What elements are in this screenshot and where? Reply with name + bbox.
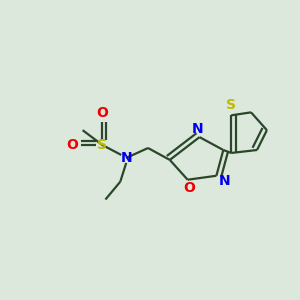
Text: N: N: [218, 174, 230, 188]
Text: O: O: [184, 181, 196, 195]
Text: O: O: [97, 106, 108, 120]
Text: S: S: [98, 138, 107, 152]
Text: N: N: [120, 151, 132, 165]
Text: O: O: [66, 138, 78, 152]
Text: N: N: [192, 122, 203, 136]
Text: S: S: [226, 98, 236, 112]
